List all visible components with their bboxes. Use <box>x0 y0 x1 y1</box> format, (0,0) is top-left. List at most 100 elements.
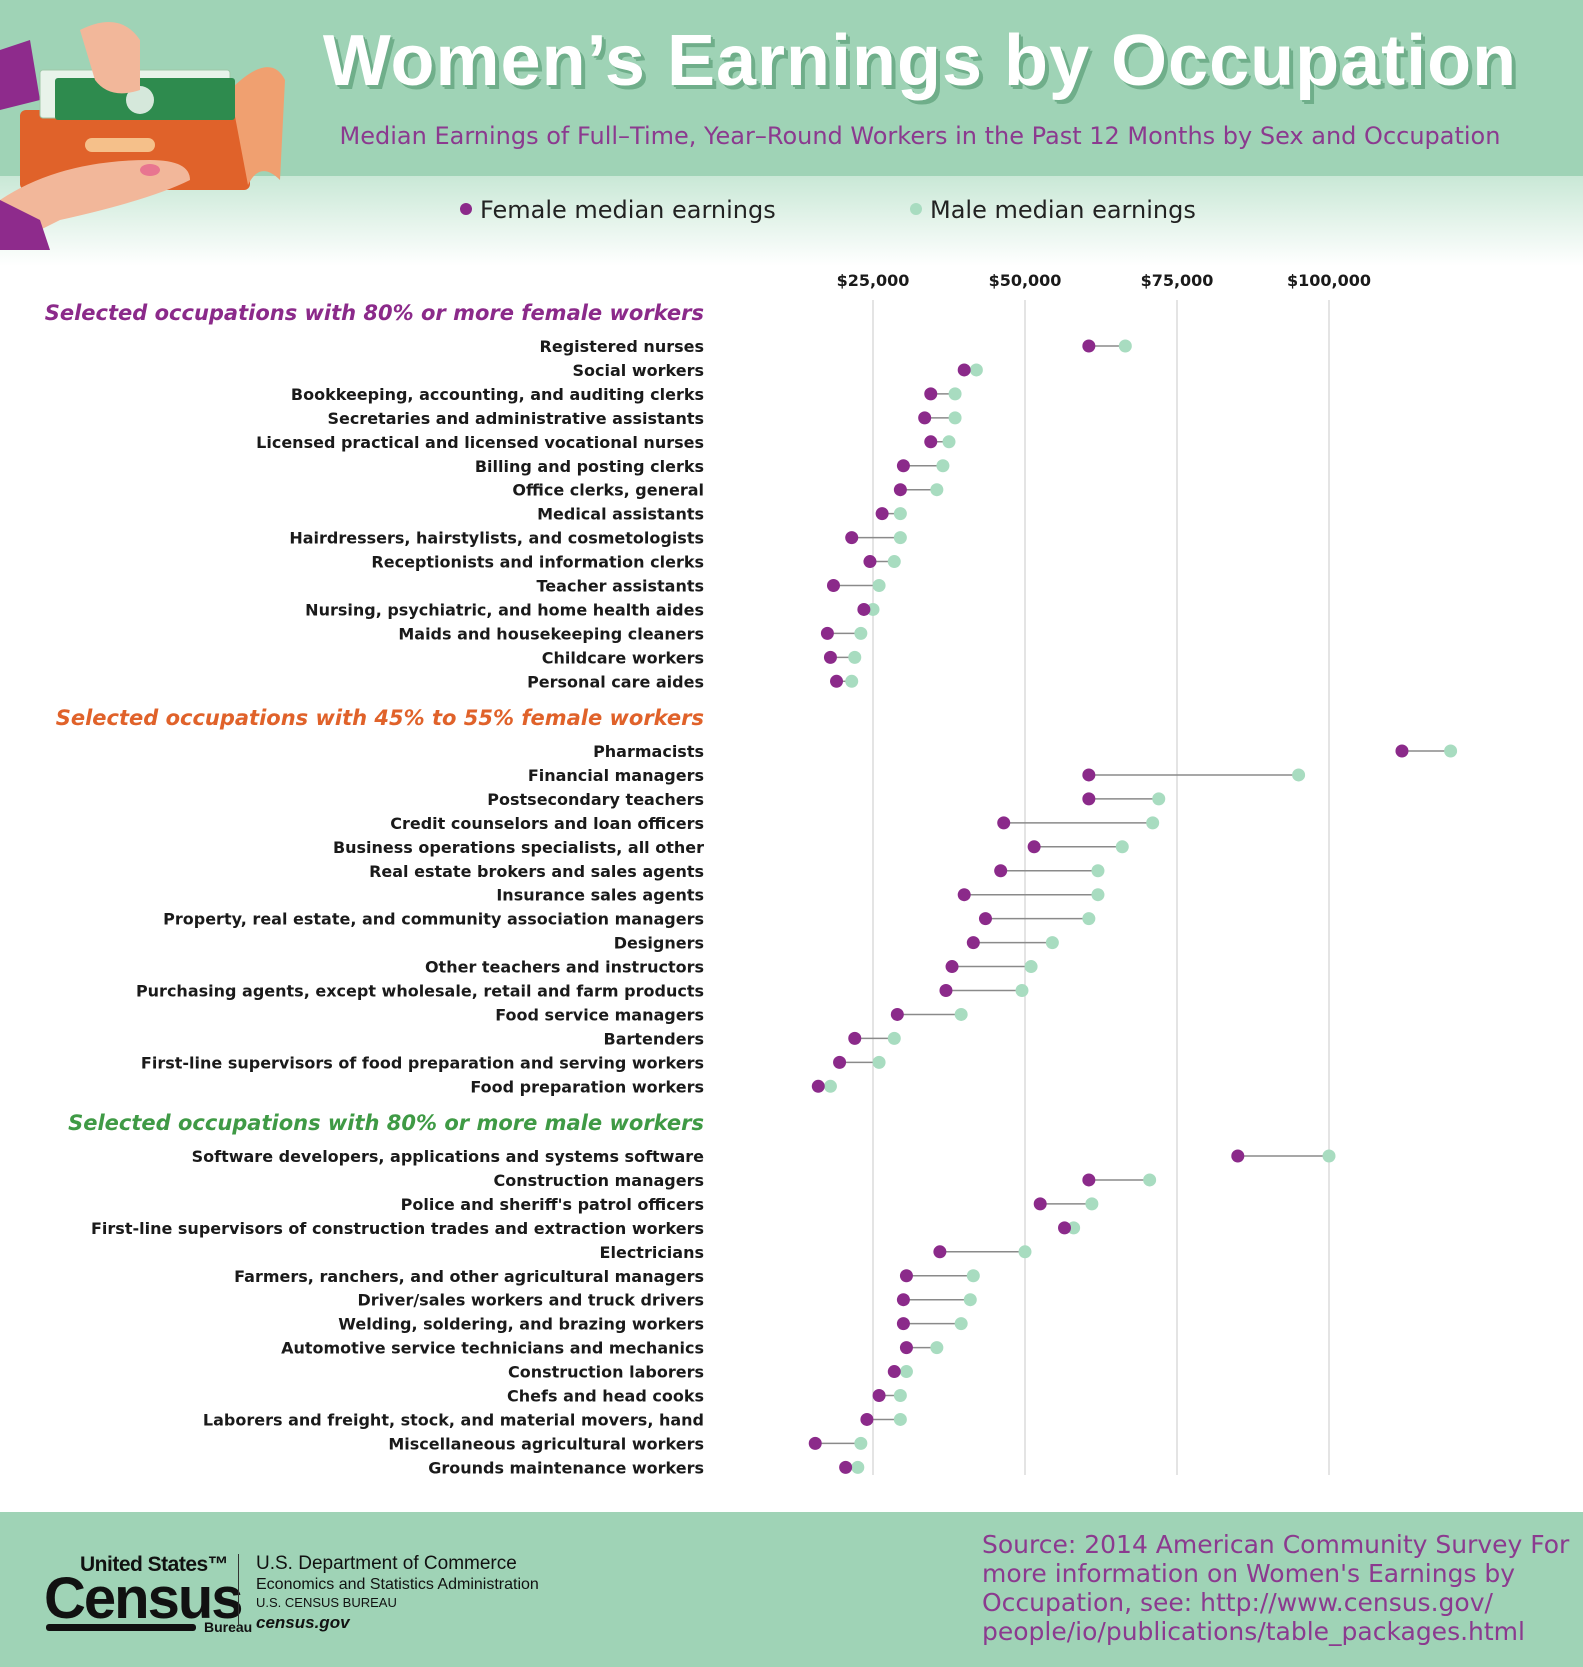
male-point-1-10 <box>1015 984 1029 997</box>
female-point-0-13 <box>823 650 837 664</box>
top-hand <box>80 22 140 94</box>
banknote-emblem <box>126 86 154 114</box>
male-point-1-12 <box>887 1031 901 1045</box>
male-point-2-9 <box>899 1365 913 1379</box>
category-label-1-6: Insurance sales agents <box>496 886 704 905</box>
legend-male-dot <box>910 203 922 215</box>
female-point-2-8 <box>899 1341 913 1355</box>
category-label-0-10: Teacher assistants <box>537 577 704 596</box>
group-title-2: Selected occupations with 80% or more ma… <box>68 1111 704 1135</box>
male-point-1-5 <box>1091 864 1105 878</box>
female-point-0-4 <box>924 435 938 449</box>
male-point-1-0 <box>1444 744 1458 758</box>
category-label-2-2: Police and sheriff's patrol officers <box>401 1195 704 1214</box>
female-point-1-1 <box>1082 768 1096 782</box>
male-point-2-7 <box>954 1317 968 1331</box>
dept-esa: Economics and Statistics Administration <box>256 1576 539 1593</box>
category-label-0-3: Secretaries and administrative assistant… <box>327 409 704 428</box>
male-point-1-14 <box>823 1079 837 1093</box>
male-point-1-7 <box>1082 912 1096 926</box>
female-point-1-14 <box>811 1079 825 1093</box>
female-point-2-10 <box>872 1389 886 1402</box>
male-point-2-5 <box>966 1269 980 1283</box>
female-point-1-2 <box>1082 792 1096 806</box>
male-point-2-3 <box>1067 1221 1081 1235</box>
category-label-0-9: Receptionists and information clerks <box>371 553 704 572</box>
category-label-2-7: Welding, soldering, and brazing workers <box>338 1315 704 1334</box>
category-label-2-6: Driver/sales workers and truck drivers <box>358 1291 705 1310</box>
category-label-2-5: Farmers, ranchers, and other agricultura… <box>234 1267 704 1286</box>
left-sleeve-lower <box>0 200 50 250</box>
category-label-2-11: Laborers and freight, stock, and materia… <box>203 1410 704 1429</box>
female-point-0-10 <box>826 579 840 592</box>
female-point-2-4 <box>933 1245 947 1259</box>
category-label-1-14: Food preparation workers <box>470 1077 704 1096</box>
left-sleeve-upper <box>0 40 40 110</box>
female-point-2-12 <box>808 1436 822 1450</box>
male-point-2-4 <box>1018 1245 1032 1259</box>
male-point-0-0 <box>1118 339 1132 353</box>
wallet-flap <box>230 67 285 185</box>
female-point-2-13 <box>839 1460 853 1474</box>
female-point-0-7 <box>875 507 889 521</box>
male-point-1-8 <box>1045 936 1059 950</box>
category-label-1-10: Purchasing agents, except wholesale, ret… <box>136 982 704 1001</box>
female-point-0-11 <box>857 602 871 616</box>
page-subtitle: Median Earnings of Full–Time, Year–Round… <box>339 122 1501 150</box>
dept-commerce: U.S. Department of Commerce <box>256 1553 517 1574</box>
male-point-0-13 <box>848 650 862 664</box>
female-point-1-0 <box>1395 744 1409 758</box>
category-label-2-8: Automotive service technicians and mecha… <box>281 1339 704 1358</box>
legend-female-dot <box>460 203 472 215</box>
female-point-2-1 <box>1082 1173 1096 1187</box>
female-point-0-2 <box>924 387 938 401</box>
female-point-0-5 <box>896 459 910 473</box>
category-label-1-13: First-line supervisors of food preparati… <box>141 1053 704 1072</box>
male-point-2-8 <box>930 1341 944 1355</box>
category-label-1-7: Property, real estate, and community ass… <box>163 910 704 929</box>
male-point-1-9 <box>1024 960 1038 974</box>
female-point-1-7 <box>978 912 992 926</box>
wallet-with-money-illustration <box>0 22 285 250</box>
category-label-1-5: Real estate brokers and sales agents <box>369 862 704 881</box>
male-point-0-4 <box>942 435 956 449</box>
category-label-2-0: Software developers, applications and sy… <box>192 1147 705 1166</box>
male-point-0-5 <box>936 459 950 473</box>
x-tick-label-2: $75,000 <box>1141 271 1214 290</box>
category-label-1-3: Credit counselors and loan officers <box>390 814 704 833</box>
category-label-2-10: Chefs and head cooks <box>507 1387 704 1406</box>
male-point-0-1 <box>969 363 983 377</box>
male-point-2-6 <box>963 1293 977 1307</box>
category-label-0-4: Licensed practical and licensed vocation… <box>256 433 704 452</box>
male-point-0-9 <box>887 555 901 569</box>
category-label-0-6: Office clerks, general <box>512 481 704 500</box>
category-label-0-11: Nursing, psychiatric, and home health ai… <box>305 600 704 619</box>
female-point-1-4 <box>1027 840 1041 854</box>
category-label-0-13: Childcare workers <box>542 648 704 667</box>
category-label-1-0: Pharmacists <box>593 742 704 761</box>
x-tick-label-3: $100,000 <box>1287 271 1371 290</box>
female-point-1-8 <box>966 936 980 950</box>
category-label-2-4: Electricians <box>600 1243 704 1262</box>
group-title-0: Selected occupations with 80% or more fe… <box>45 301 704 325</box>
logo-divider <box>238 1554 239 1626</box>
category-label-1-4: Business operations specialists, all oth… <box>333 838 704 857</box>
male-point-0-11 <box>866 602 880 616</box>
male-point-2-13 <box>851 1460 865 1474</box>
category-label-2-1: Construction managers <box>493 1171 704 1190</box>
category-label-1-2: Postsecondary teachers <box>487 790 704 809</box>
male-point-0-2 <box>948 387 962 401</box>
header-fade <box>0 176 1583 266</box>
male-point-1-6 <box>1091 888 1105 902</box>
male-point-0-6 <box>930 483 944 497</box>
male-point-0-8 <box>893 531 907 545</box>
female-point-0-14 <box>830 674 844 688</box>
logo-underline <box>46 1624 196 1631</box>
census-gov-link[interactable]: census.gov <box>256 1613 350 1632</box>
category-label-2-12: Miscellaneous agricultural workers <box>388 1434 704 1453</box>
female-point-0-12 <box>820 626 834 640</box>
male-point-2-12 <box>854 1436 868 1450</box>
category-label-0-8: Hairdressers, hairstylists, and cosmetol… <box>289 529 704 548</box>
female-point-1-9 <box>945 960 959 974</box>
female-point-1-5 <box>994 864 1008 878</box>
